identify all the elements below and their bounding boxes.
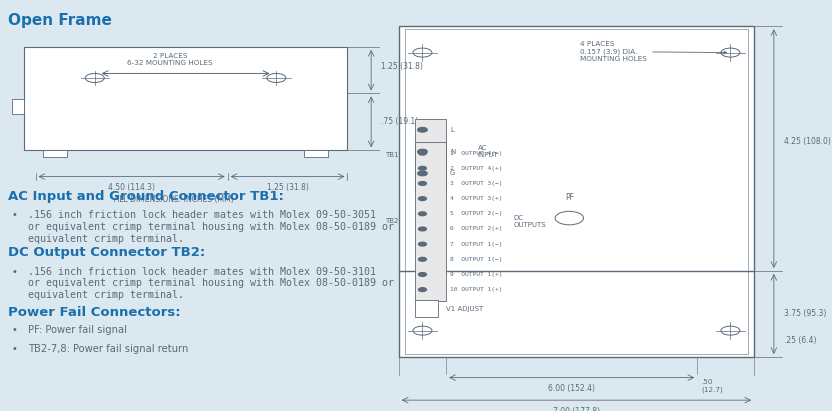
Text: •: •	[12, 210, 17, 220]
Text: 4.50 (114.3): 4.50 (114.3)	[108, 183, 155, 192]
Circle shape	[418, 127, 427, 132]
Circle shape	[555, 211, 583, 225]
Bar	[399, 26, 754, 357]
Text: Power Fail Connectors:: Power Fail Connectors:	[7, 306, 181, 319]
Text: 4  OUTPUT 3(+): 4 OUTPUT 3(+)	[450, 196, 503, 201]
Circle shape	[721, 326, 740, 335]
Bar	[23, 47, 348, 150]
Text: 1  OUTPUT 4(−): 1 OUTPUT 4(−)	[450, 151, 503, 156]
Circle shape	[418, 171, 427, 175]
Circle shape	[86, 74, 104, 83]
Bar	[414, 142, 446, 301]
Text: .25 (6.4): .25 (6.4)	[784, 336, 817, 345]
Circle shape	[418, 272, 427, 276]
Text: AC
INPUT: AC INPUT	[478, 145, 498, 158]
Circle shape	[418, 288, 427, 291]
Text: TB2: TB2	[385, 218, 399, 224]
Text: 3.75 (95.3): 3.75 (95.3)	[784, 309, 826, 319]
Text: 6.00 (152.4): 6.00 (152.4)	[548, 384, 595, 393]
Text: TB1: TB1	[385, 152, 399, 158]
Bar	[414, 119, 446, 192]
Text: 2 PLACES
6-32 MOUNTING HOLES: 2 PLACES 6-32 MOUNTING HOLES	[127, 53, 213, 66]
Text: 2  OUTPUT 4(+): 2 OUTPUT 4(+)	[450, 166, 503, 171]
Text: N: N	[450, 149, 455, 155]
Text: •: •	[12, 267, 17, 277]
Text: DC
OUTPUTS: DC OUTPUTS	[513, 215, 546, 228]
Text: ALL DIMENSIONS: INCHES (MM): ALL DIMENSIONS: INCHES (MM)	[114, 195, 234, 204]
Circle shape	[418, 212, 427, 216]
Circle shape	[418, 166, 427, 170]
Text: PF: Power fail signal: PF: Power fail signal	[27, 325, 126, 335]
Text: .75 (19.1): .75 (19.1)	[380, 118, 418, 126]
Text: 1.25 (31.8): 1.25 (31.8)	[266, 183, 309, 192]
Bar	[304, 150, 328, 157]
Text: .156 inch friction lock header mates with Molex 09-50-3101
or equivalent crimp t: .156 inch friction lock header mates wit…	[27, 267, 394, 300]
Text: 1.25 (31.8): 1.25 (31.8)	[380, 62, 423, 71]
Circle shape	[267, 74, 286, 83]
Text: AC Input and Ground Connector TB1:: AC Input and Ground Connector TB1:	[7, 190, 284, 203]
Bar	[405, 29, 748, 354]
Bar	[414, 300, 438, 317]
Circle shape	[413, 326, 432, 335]
Text: 7.00 (177.8): 7.00 (177.8)	[553, 407, 600, 411]
Circle shape	[418, 197, 427, 201]
Circle shape	[418, 242, 427, 246]
Text: PF: PF	[565, 193, 574, 202]
Bar	[12, 99, 23, 114]
Text: .156 inch friction lock header mates with Molex 09-50-3051
or equivalent crimp t: .156 inch friction lock header mates wit…	[27, 210, 394, 244]
Circle shape	[413, 48, 432, 57]
Text: L: L	[450, 127, 454, 133]
Text: 7  OUTPUT 1(−): 7 OUTPUT 1(−)	[450, 242, 503, 247]
Text: 9  OUTPUT 1(+): 9 OUTPUT 1(+)	[450, 272, 503, 277]
Circle shape	[721, 48, 740, 57]
Circle shape	[418, 182, 427, 185]
Circle shape	[418, 151, 427, 155]
Text: 4.25 (108.0): 4.25 (108.0)	[784, 136, 831, 145]
Text: •: •	[12, 325, 17, 335]
Text: •: •	[12, 344, 17, 354]
Text: 5  OUTPUT 2(−): 5 OUTPUT 2(−)	[450, 211, 503, 216]
Circle shape	[418, 149, 427, 154]
Text: G: G	[450, 171, 455, 176]
Text: Open Frame: Open Frame	[7, 13, 111, 28]
Text: TB2-7,8: Power fail signal return: TB2-7,8: Power fail signal return	[27, 344, 188, 354]
Text: .50
(12.7): .50 (12.7)	[701, 379, 723, 393]
Text: 6  OUTPUT 2(+): 6 OUTPUT 2(+)	[450, 226, 503, 231]
Text: 4 PLACES
0.157 (3.9) DIA.
MOUNTING HOLES: 4 PLACES 0.157 (3.9) DIA. MOUNTING HOLES	[581, 42, 726, 62]
Bar	[43, 150, 67, 157]
Text: DC Output Connector TB2:: DC Output Connector TB2:	[7, 246, 206, 259]
Text: 10 OUTPUT 1(+): 10 OUTPUT 1(+)	[450, 287, 503, 292]
Text: 8  OUTPUT 1(−): 8 OUTPUT 1(−)	[450, 257, 503, 262]
Circle shape	[418, 227, 427, 231]
Text: V1 ADJUST: V1 ADJUST	[446, 306, 483, 312]
Text: 3  OUTPUT 3(−): 3 OUTPUT 3(−)	[450, 181, 503, 186]
Circle shape	[418, 257, 427, 261]
